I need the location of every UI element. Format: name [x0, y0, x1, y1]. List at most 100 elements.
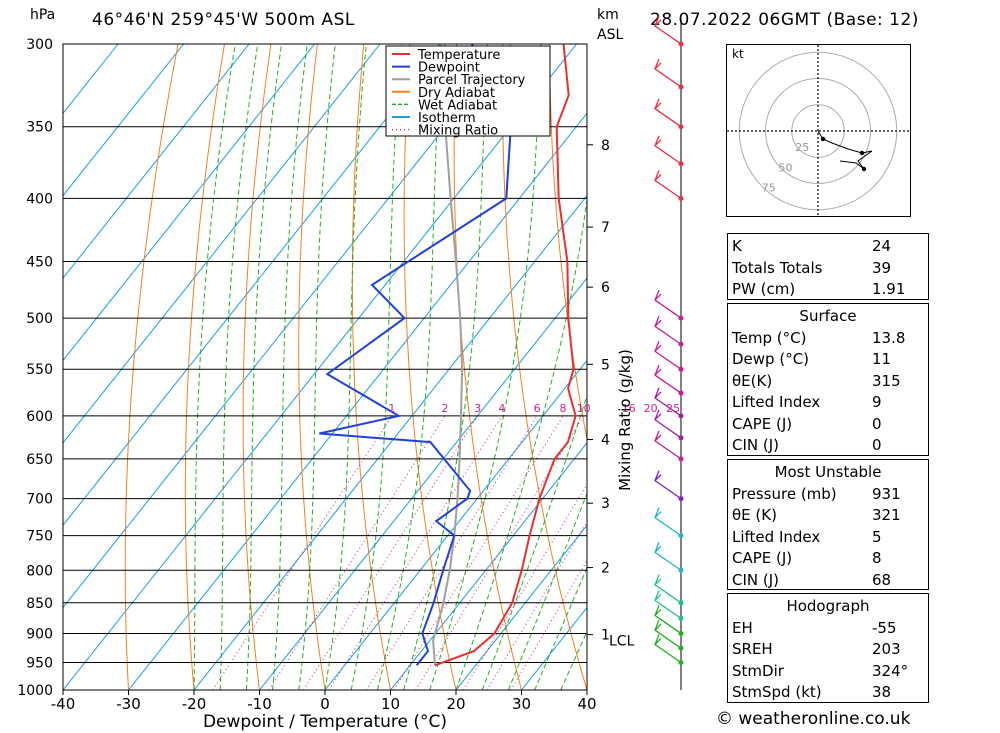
- hodograph-ring-label: 50: [779, 162, 793, 175]
- mu-li-value: 5: [872, 527, 882, 546]
- dry-adiabat: [549, 44, 587, 442]
- mixing-ratio-label: 10: [577, 402, 591, 415]
- pressure-tick-label: 800: [26, 563, 53, 579]
- sreh-label: SREH: [732, 640, 773, 658]
- height-tick-label: 1: [601, 628, 610, 644]
- surface-li-label: Lifted Index: [732, 393, 821, 411]
- wind-barb: [654, 135, 682, 165]
- pressure-tick-label: 550: [26, 362, 53, 378]
- hodograph-table: Hodograph EH -55 SREH 203 StmDir 324° StmSp…: [727, 593, 929, 703]
- k-index-label: K: [732, 237, 742, 255]
- isotherm: [63, 44, 577, 690]
- k-index-value: 24: [872, 237, 892, 255]
- pressure-tick-label: 700: [26, 492, 53, 508]
- surface-cin-label: CIN (J): [732, 436, 780, 454]
- wind-barbs: [654, 15, 684, 690]
- isotherm: [63, 44, 315, 362]
- isotherm: [63, 44, 512, 609]
- isotherm: [63, 44, 250, 279]
- mu-cape-value: 8: [872, 549, 882, 567]
- wind-barb: [654, 387, 682, 417]
- legend-label: Wet Adiabat: [418, 98, 497, 113]
- wet-adiabat: [324, 44, 367, 690]
- isotherm: [259, 277, 587, 690]
- legend-label: Isotherm: [418, 111, 476, 126]
- pressure-tick-label: 350: [26, 120, 53, 136]
- temperature-tick-label: -10: [247, 695, 272, 713]
- mixing-ratio-label: 1: [388, 402, 395, 415]
- surface-temp-label: Temp (°C): [732, 328, 807, 347]
- hodograph-point: [861, 166, 867, 172]
- hodograph-trace: [817, 130, 873, 172]
- surface-dewp-value: 11: [872, 350, 892, 368]
- legend-label: Temperature: [417, 48, 500, 63]
- surface-li-value: 9: [872, 393, 882, 411]
- hodograph-point: [820, 136, 826, 142]
- surface-temp-value: 13.8: [872, 328, 906, 347]
- hodograph-ring-label: 25: [795, 141, 809, 154]
- height-ref-label: ASL: [597, 27, 624, 43]
- pressure-tick-label: 900: [26, 626, 53, 642]
- wind-barb: [654, 590, 682, 619]
- mu-li-label: Lifted Index: [732, 527, 821, 546]
- mixing-ratio-label: 6: [534, 402, 541, 415]
- temperature-tick-label: 40: [577, 695, 596, 713]
- mu-thetae-value: 321: [872, 506, 901, 524]
- height-tick-label: 4: [601, 433, 610, 449]
- mixing-ratio-axis-label: Mixing Ratio (g/kg): [616, 349, 634, 491]
- isotherm: [653, 44, 721, 690]
- plot-frame: [62, 43, 588, 691]
- dry-adiabat: [689, 44, 720, 690]
- skewt-chart: 1 2 3 4 6 8 10 16 20 2530035040045050055060065070…: [17, 15, 721, 732]
- isotherm: [63, 44, 381, 444]
- pressure-tick-label: 1000: [17, 683, 53, 699]
- isotherm: [128, 112, 587, 690]
- stmspd-label: StmSpd (kt): [732, 683, 822, 701]
- dry-adiabat: [403, 44, 457, 690]
- legend-box: [385, 45, 551, 137]
- hodograph-line: [817, 130, 873, 170]
- surface-cin-value: 0: [872, 436, 882, 454]
- wet-adiabat: [272, 44, 308, 690]
- mixing-ratio-label: 16: [622, 402, 636, 415]
- stmdir-label: StmDir: [732, 661, 784, 680]
- axis-labels: 1 2 3 4 6 8 10 16 20 2530035040045050055060065070…: [17, 37, 680, 713]
- mu-thetae-label: θE (K): [732, 506, 777, 524]
- mixing-ratio-label: 20: [644, 402, 658, 415]
- wind-barb: [654, 507, 682, 537]
- wind-barb: [654, 289, 682, 319]
- pressure-tick-label: 450: [26, 255, 53, 271]
- temperature-line: [434, 44, 577, 667]
- mu-pressure-value: 931: [872, 484, 901, 503]
- hodograph-point: [859, 150, 865, 156]
- mixing-ratio-label: 3: [474, 402, 481, 415]
- surface-thetae-value: 315: [872, 371, 901, 390]
- pw-label: PW (cm): [732, 280, 796, 298]
- surface-cape-label: CAPE (J): [732, 414, 793, 433]
- x-axis-label: Dewpoint / Temperature (°C): [203, 712, 447, 732]
- pressure-unit-label: hPa: [30, 7, 56, 23]
- wet-adiabat-lines: [193, 44, 587, 690]
- dry-adiabat: [453, 44, 522, 690]
- wind-barb: [654, 619, 682, 649]
- hodograph-ring-label: 75: [762, 182, 776, 195]
- wet-adiabat: [455, 196, 587, 690]
- temperature-tick-label: -40: [51, 695, 76, 713]
- mu-pressure-label: Pressure (mb): [732, 484, 837, 503]
- surface-title: Surface: [799, 307, 857, 325]
- dry-adiabat: [242, 44, 272, 690]
- isotherm-lines: [63, 44, 721, 690]
- temperature-tick-label: 10: [381, 695, 400, 713]
- parcel-trajectory-line: [432, 44, 464, 666]
- lcl-label: LCL: [609, 634, 635, 650]
- wet-adiabat: [350, 44, 402, 690]
- temperature-tick-label: 0: [320, 695, 330, 713]
- pw-value: 1.91: [872, 280, 906, 298]
- wind-barb: [654, 170, 682, 199]
- mixing-ratio-label: 25: [666, 402, 680, 415]
- dry-adiabat: [184, 44, 225, 690]
- isotherm: [324, 359, 587, 690]
- eh-value: -55: [872, 618, 897, 637]
- totals-value: 39: [872, 258, 892, 277]
